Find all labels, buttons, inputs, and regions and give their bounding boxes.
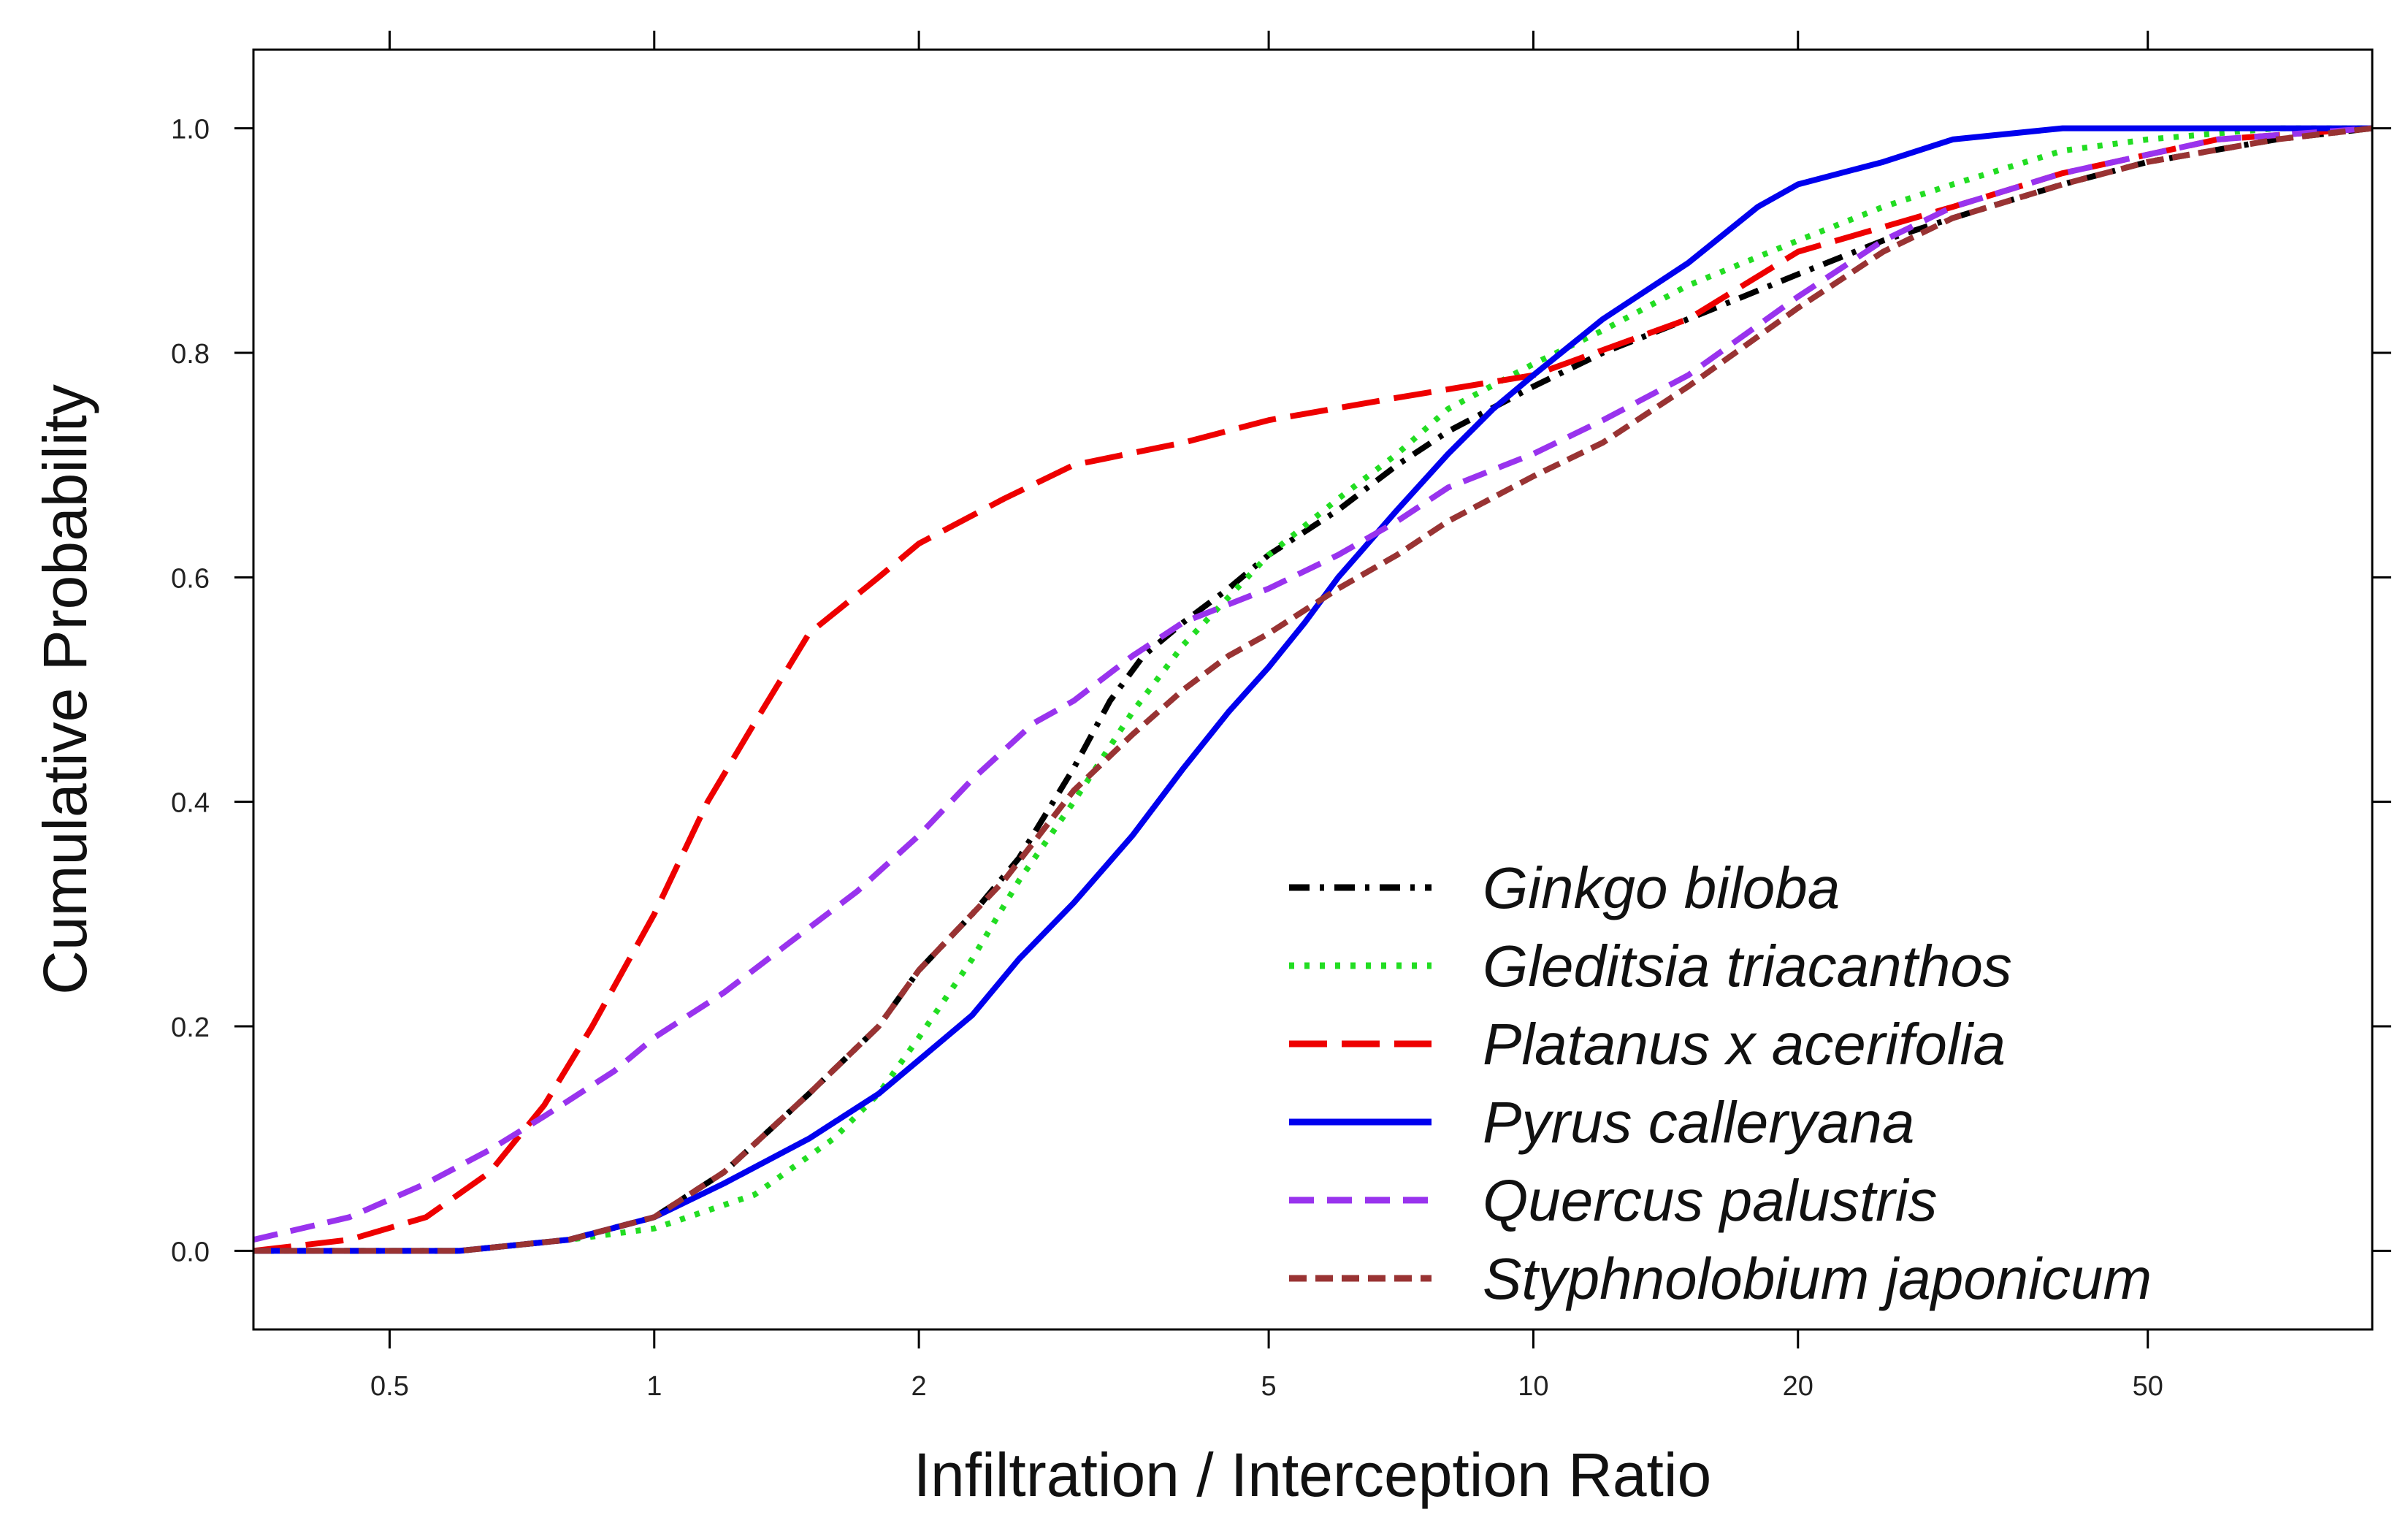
- x-tick-label: 20: [1783, 1371, 1813, 1402]
- legend-label: Pyrus calleryana: [1483, 1090, 1914, 1155]
- y-tick-label: 0.4: [171, 788, 210, 819]
- y-axis-title: Cumulative Probability: [31, 384, 99, 995]
- legend: Ginkgo biloba Gleditsia triacanthos Platan…: [1289, 855, 2152, 1311]
- series-line-1: [253, 125, 2372, 1254]
- legend-label: Quercus palustris: [1483, 1168, 1937, 1233]
- series-line-4: [253, 125, 2373, 1243]
- x-tick-label: 0.5: [370, 1371, 409, 1402]
- x-axis-title: Infiltration / Interception Ratio: [914, 1440, 1712, 1509]
- y-tick-label: 0.6: [171, 563, 210, 594]
- x-tick-label: 2: [911, 1371, 927, 1402]
- plot-frame: [252, 48, 2374, 1331]
- y-tick-label: 0.2: [171, 1012, 210, 1043]
- series-line-0: [253, 125, 2373, 1254]
- x-tick-label: 50: [2133, 1371, 2163, 1402]
- tick-labels: 0.5 1 2 5 10 20 50 0.0 0.2 0.4 0.6 0.8 1.0: [171, 115, 2163, 1402]
- legend-label: Ginkgo biloba: [1483, 855, 1840, 920]
- series-layer: [253, 125, 2373, 1254]
- y-tick-label: 0.8: [171, 339, 210, 370]
- legend-label: Platanus x acerifolia: [1483, 1012, 2006, 1077]
- x-tick-label: 10: [1518, 1371, 1548, 1402]
- series-line-3: [253, 125, 2372, 1254]
- axis-ticks: [234, 31, 2391, 1348]
- legend-label: Gleditsia triacanthos: [1483, 934, 2012, 999]
- x-tick-label: 1: [646, 1371, 662, 1402]
- series-line-2: [253, 125, 2373, 1254]
- y-tick-label: 1.0: [171, 115, 210, 145]
- legend-label: Styphnolobium japonicum: [1483, 1246, 2152, 1311]
- x-tick-label: 5: [1261, 1371, 1277, 1402]
- series-line-5: [253, 125, 2373, 1254]
- y-tick-label: 0.0: [171, 1237, 210, 1267]
